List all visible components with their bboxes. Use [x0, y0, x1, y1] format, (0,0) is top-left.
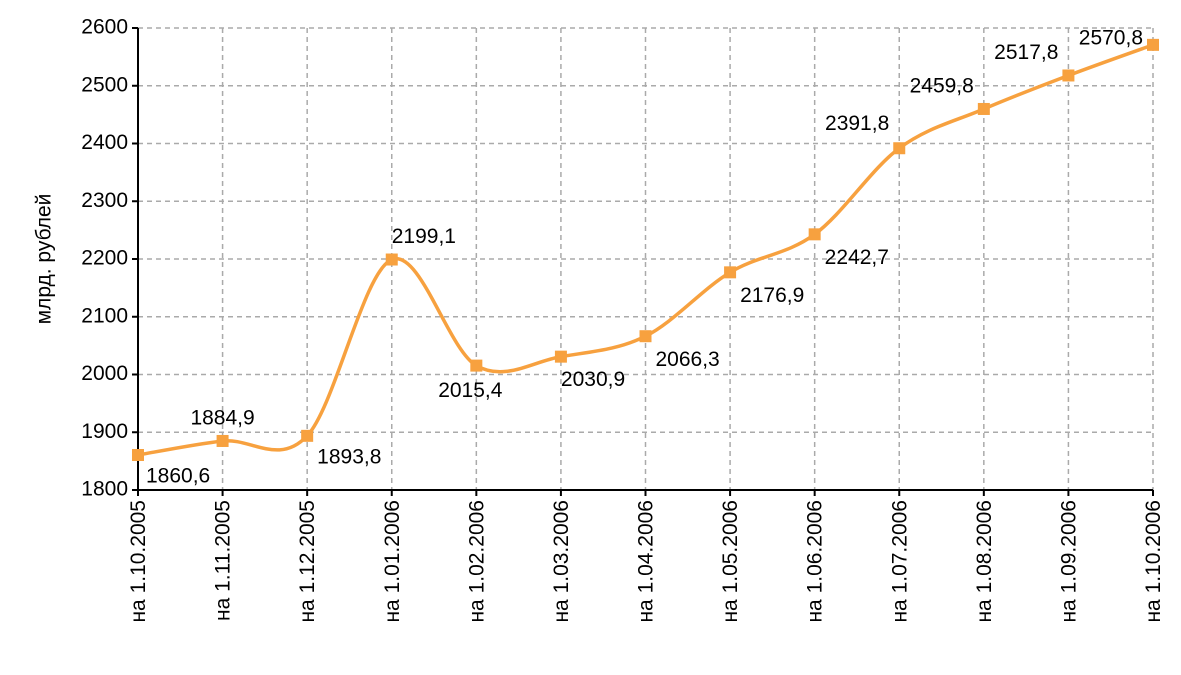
- value-label: 2199,1: [392, 225, 456, 248]
- marker: [385, 253, 398, 266]
- y-tick-label: 1800: [81, 478, 128, 501]
- x-tick-label: на 1.02.2006: [465, 500, 488, 623]
- y-tick-label: 2400: [81, 131, 128, 154]
- marker: [893, 142, 906, 155]
- value-label: 1884,9: [190, 407, 254, 430]
- value-label: 2459,8: [910, 75, 974, 98]
- marker: [724, 266, 737, 279]
- value-label: 2517,8: [994, 41, 1058, 64]
- y-tick-label: 2600: [81, 16, 128, 39]
- y-tick-label: 2300: [81, 189, 128, 212]
- x-tick-label: на 1.05.2006: [719, 500, 742, 623]
- marker: [808, 228, 821, 241]
- x-tick-label: на 1.03.2006: [550, 500, 573, 623]
- y-tick-label: 2000: [81, 362, 128, 385]
- x-tick-label: на 1.04.2006: [635, 500, 658, 623]
- marker: [977, 102, 990, 115]
- x-tick-label: на 1.01.2006: [381, 500, 404, 623]
- value-label: 2015,4: [438, 379, 503, 402]
- x-tick-label: на 1.09.2006: [1057, 500, 1080, 623]
- y-tick-label: 2500: [81, 73, 128, 96]
- value-label: 1860,6: [146, 465, 210, 488]
- x-tick-label: на 1.07.2006: [888, 500, 911, 623]
- marker: [1147, 38, 1159, 51]
- x-tick-label: на 1.11.2005: [212, 500, 235, 621]
- marker: [301, 429, 314, 442]
- y-tick-label: 2200: [81, 247, 128, 270]
- value-label: 2030,9: [561, 368, 625, 391]
- value-label: 2570,8: [1079, 26, 1143, 49]
- marker: [216, 434, 229, 447]
- x-tick-label: на 1.10.2006: [1142, 500, 1165, 623]
- marker: [470, 359, 483, 372]
- x-tick-label: на 1.06.2006: [804, 500, 827, 623]
- x-tick-label: на 1.08.2006: [973, 500, 996, 623]
- value-label: 2391,8: [825, 112, 889, 135]
- line: [137, 43, 1154, 457]
- value-label: 2066,3: [656, 348, 720, 371]
- value-label: 2242,7: [825, 246, 889, 269]
- value-label: 2176,9: [740, 284, 804, 307]
- marker: [639, 330, 652, 343]
- x-tick-label: на 1.12.2005: [296, 500, 319, 623]
- marker: [1062, 69, 1075, 82]
- marker: [132, 449, 144, 462]
- y-axis-label: млрд. рублей: [33, 194, 56, 325]
- marker: [554, 350, 567, 363]
- x-tick-label: на 1.10.2005: [127, 500, 150, 623]
- y-tick-label: 2100: [81, 304, 128, 327]
- value-label: 1893,8: [317, 445, 381, 468]
- y-tick-label: 1900: [81, 420, 128, 443]
